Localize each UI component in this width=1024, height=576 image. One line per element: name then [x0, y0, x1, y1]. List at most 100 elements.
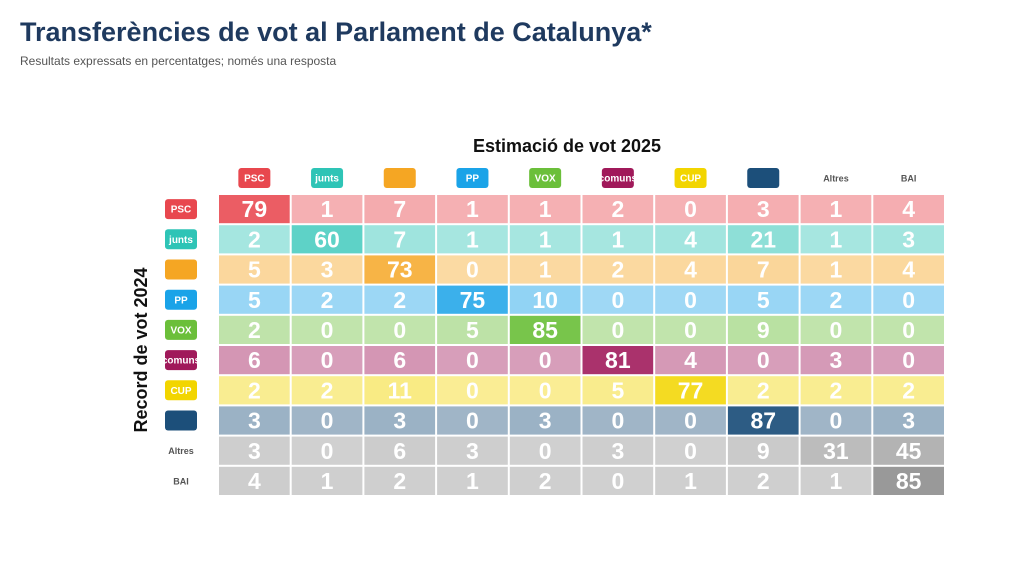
logo-text: comuns [599, 174, 638, 185]
party-logo [529, 168, 562, 188]
cell [727, 466, 799, 495]
cell [219, 195, 290, 224]
category-label: Altres [823, 173, 849, 183]
cell-value: 2 [248, 377, 261, 403]
cell-value: 0 [684, 438, 697, 464]
cell [364, 346, 436, 375]
cell [727, 315, 799, 344]
logo-text: junts [168, 235, 193, 246]
cell [582, 285, 654, 314]
cell-value: 60 [314, 226, 340, 252]
cell-value: 1 [321, 196, 334, 222]
cell-value: 0 [684, 408, 697, 434]
cell-value: 1 [321, 468, 334, 494]
cell-value: 3 [757, 196, 770, 222]
cell-value: 5 [466, 317, 479, 343]
cell [437, 376, 508, 405]
cell-value: 31 [823, 438, 849, 464]
cell-value: 2 [757, 468, 770, 494]
logo-text: PSC [171, 205, 192, 216]
cell-value: 5 [611, 377, 624, 403]
cell [509, 406, 581, 435]
cell-value: 2 [539, 468, 552, 494]
cell-value: 0 [321, 408, 334, 434]
cell-value: 1 [466, 468, 479, 494]
cell-value: 0 [321, 438, 334, 464]
cell-value: 5 [757, 287, 770, 313]
cell-value: 5 [248, 287, 261, 313]
party-logo [165, 319, 197, 340]
cell-value: 4 [248, 468, 261, 494]
cell-value: 3 [902, 408, 915, 434]
cell [364, 376, 436, 405]
cell [655, 346, 726, 375]
cell-value: 3 [830, 347, 843, 373]
category-label: BAI [901, 173, 917, 183]
cell [291, 376, 363, 405]
cell-value: 81 [605, 347, 631, 373]
cell [509, 195, 581, 224]
cell-value: 87 [750, 408, 776, 434]
cell-value: 0 [757, 347, 770, 373]
cell-value: 1 [830, 226, 843, 252]
cell [437, 436, 508, 465]
cell [582, 406, 654, 435]
cell [727, 255, 799, 284]
cell-value: 0 [466, 377, 479, 403]
cell-value: 0 [611, 317, 624, 343]
cell [364, 225, 436, 254]
cell [509, 376, 581, 405]
party-logo [383, 168, 416, 188]
cell [655, 376, 726, 405]
logo-text: PP [466, 174, 480, 185]
logo-text: PP [174, 295, 188, 306]
cell [291, 436, 363, 465]
cell-value: 2 [611, 257, 624, 283]
cell-value: 0 [539, 438, 552, 464]
cell [437, 285, 508, 314]
cell [219, 346, 290, 375]
cell [873, 346, 944, 375]
party-logo [674, 168, 707, 188]
cell-value: 5 [248, 257, 261, 283]
cell [364, 315, 436, 344]
cell [291, 225, 363, 254]
cell [582, 195, 654, 224]
cell-value: 3 [466, 438, 479, 464]
cell-value: 10 [532, 287, 558, 313]
cell-value: 45 [896, 438, 922, 464]
cell [219, 285, 290, 314]
cell [219, 436, 290, 465]
logo-text: comuns [162, 356, 201, 367]
cell [582, 436, 654, 465]
cell-value: 1 [539, 196, 552, 222]
cell-value: 0 [684, 317, 697, 343]
logo-text: VOX [535, 174, 556, 185]
cell [291, 406, 363, 435]
cell [727, 436, 799, 465]
party-logo [165, 380, 197, 401]
cell [800, 315, 872, 344]
cell [800, 436, 872, 465]
cell-value: 2 [248, 317, 261, 343]
cell [509, 315, 581, 344]
cell [291, 346, 363, 375]
cell [582, 315, 654, 344]
cell-value: 1 [466, 226, 479, 252]
cell [291, 255, 363, 284]
cell-value: 6 [393, 347, 406, 373]
cell [800, 376, 872, 405]
cell-value: 75 [460, 287, 486, 313]
cell [219, 225, 290, 254]
cell [219, 406, 290, 435]
cell-value: 85 [532, 317, 558, 343]
cell-value: 6 [248, 347, 261, 373]
y-axis-label: Record de vot 2024 [131, 267, 151, 432]
cell [800, 466, 872, 495]
cell-value: 3 [393, 408, 406, 434]
cell-value: 0 [902, 347, 915, 373]
party-logo [165, 350, 197, 371]
category-label: BAI [173, 476, 189, 486]
cell [437, 255, 508, 284]
